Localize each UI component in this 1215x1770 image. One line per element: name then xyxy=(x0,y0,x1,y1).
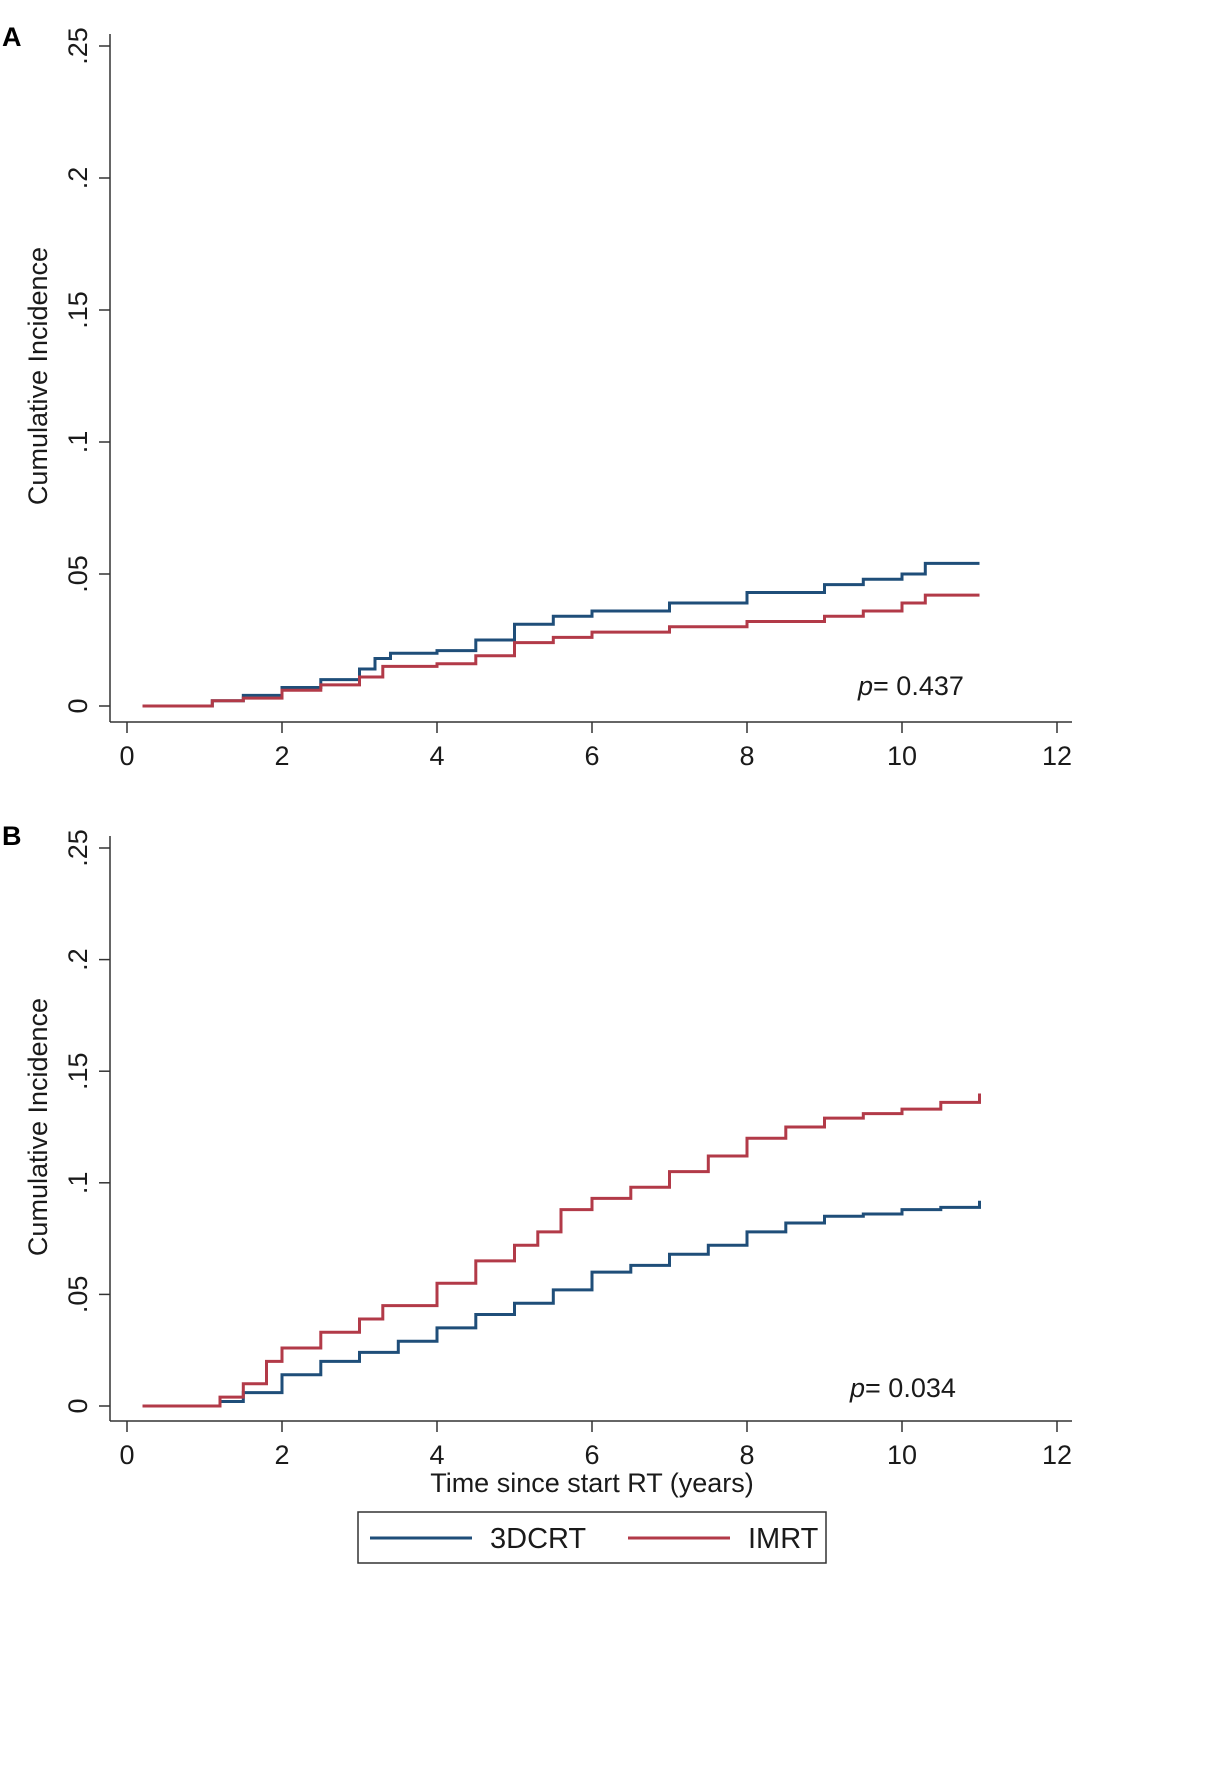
series-line-3dcrt xyxy=(142,1200,981,1408)
panel-a: A 0 .05 .1 .15 .2 .25 0 2 4 6 8 10 12 Cumulative Incid… xyxy=(2,22,1072,771)
y-tick-label: .05 xyxy=(63,555,93,593)
y-tick-label: .25 xyxy=(63,829,93,867)
y-tick-label: 0 xyxy=(63,698,93,713)
panel-label: B xyxy=(2,821,22,851)
x-tick-label: 8 xyxy=(739,741,754,771)
x-tick-label: 10 xyxy=(887,741,917,771)
y-tick-label: .15 xyxy=(63,1052,93,1090)
x-tick-label: 4 xyxy=(429,1440,444,1470)
panel-b: B 0 .05 .1 .15 .2 .25 0 2 4 6 8 10 12 Cumulative Incid… xyxy=(2,821,1072,1498)
x-tick-label: 4 xyxy=(429,741,444,771)
series-line-3dcrt xyxy=(142,561,980,708)
y-tick-label: .1 xyxy=(63,1172,93,1195)
x-tick-label: 0 xyxy=(119,1440,134,1470)
series-line-imrt xyxy=(142,1093,981,1408)
y-axis-title: Cumulative Incidence xyxy=(23,998,53,1256)
x-tick-label: 10 xyxy=(887,1440,917,1470)
y-tick-label: .1 xyxy=(63,431,93,454)
legend-label-3dcrt: 3DCRT xyxy=(490,1523,586,1555)
y-tick-label: .2 xyxy=(63,167,93,190)
x-tick-label: 12 xyxy=(1042,741,1072,771)
x-tick-label: 12 xyxy=(1042,1440,1072,1470)
x-tick-label: 2 xyxy=(274,1440,289,1470)
legend: 3DCRT IMRT xyxy=(357,1511,827,1564)
y-tick-label: .15 xyxy=(63,291,93,329)
p-value-annotation: p= 0.034 xyxy=(849,1373,956,1403)
x-tick-label: 0 xyxy=(119,741,134,771)
y-tick-label: .05 xyxy=(63,1276,93,1314)
series-line-imrt xyxy=(142,593,980,708)
y-tick-label: .25 xyxy=(63,27,93,65)
x-tick-label: 6 xyxy=(584,741,599,771)
y-tick-label: 0 xyxy=(63,1398,93,1413)
x-tick-label: 2 xyxy=(274,741,289,771)
p-value-annotation: p= 0.437 xyxy=(857,671,964,701)
x-axis-title: Time since start RT (years) xyxy=(430,1468,754,1498)
y-axis-title: Cumulative Incidence xyxy=(23,247,53,505)
x-tick-label: 8 xyxy=(739,1440,754,1470)
y-tick-label: .2 xyxy=(63,948,93,971)
legend-label-imrt: IMRT xyxy=(748,1523,819,1555)
x-tick-label: 6 xyxy=(584,1440,599,1470)
panel-label: A xyxy=(2,22,22,52)
